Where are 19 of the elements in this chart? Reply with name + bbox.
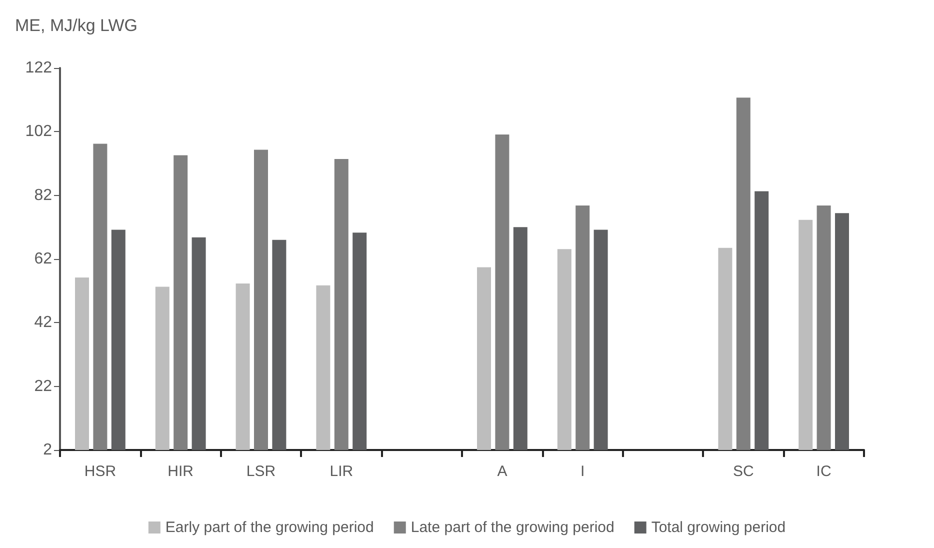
x-tick-label: SC [732, 463, 754, 480]
y-tick-label: 22 [34, 378, 52, 395]
y-tick-label: 122 [25, 60, 52, 76]
y-tick-label: 82 [34, 186, 52, 204]
x-tick-label: HIR [168, 463, 194, 480]
x-tick-label: LSR [246, 463, 276, 480]
y-axis-title: ME, MJ/kg LWG [15, 16, 138, 35]
x-tick-label: IC [816, 463, 832, 480]
legend-label: Early part of the growing period [165, 519, 374, 536]
x-tick-label: I [580, 463, 585, 480]
y-tick-label: 62 [34, 250, 52, 268]
x-tick-label: A [497, 463, 508, 480]
y-tick-label: 2 [43, 442, 52, 458]
x-tick-label: HSR [84, 463, 116, 480]
y-tick-label: 42 [34, 314, 52, 332]
legend-label: Late part of the growing period [410, 519, 614, 536]
x-tick-label: LIR [330, 463, 354, 480]
y-tick-label: 102 [25, 123, 52, 140]
legend-label: Total growing period [651, 519, 786, 536]
